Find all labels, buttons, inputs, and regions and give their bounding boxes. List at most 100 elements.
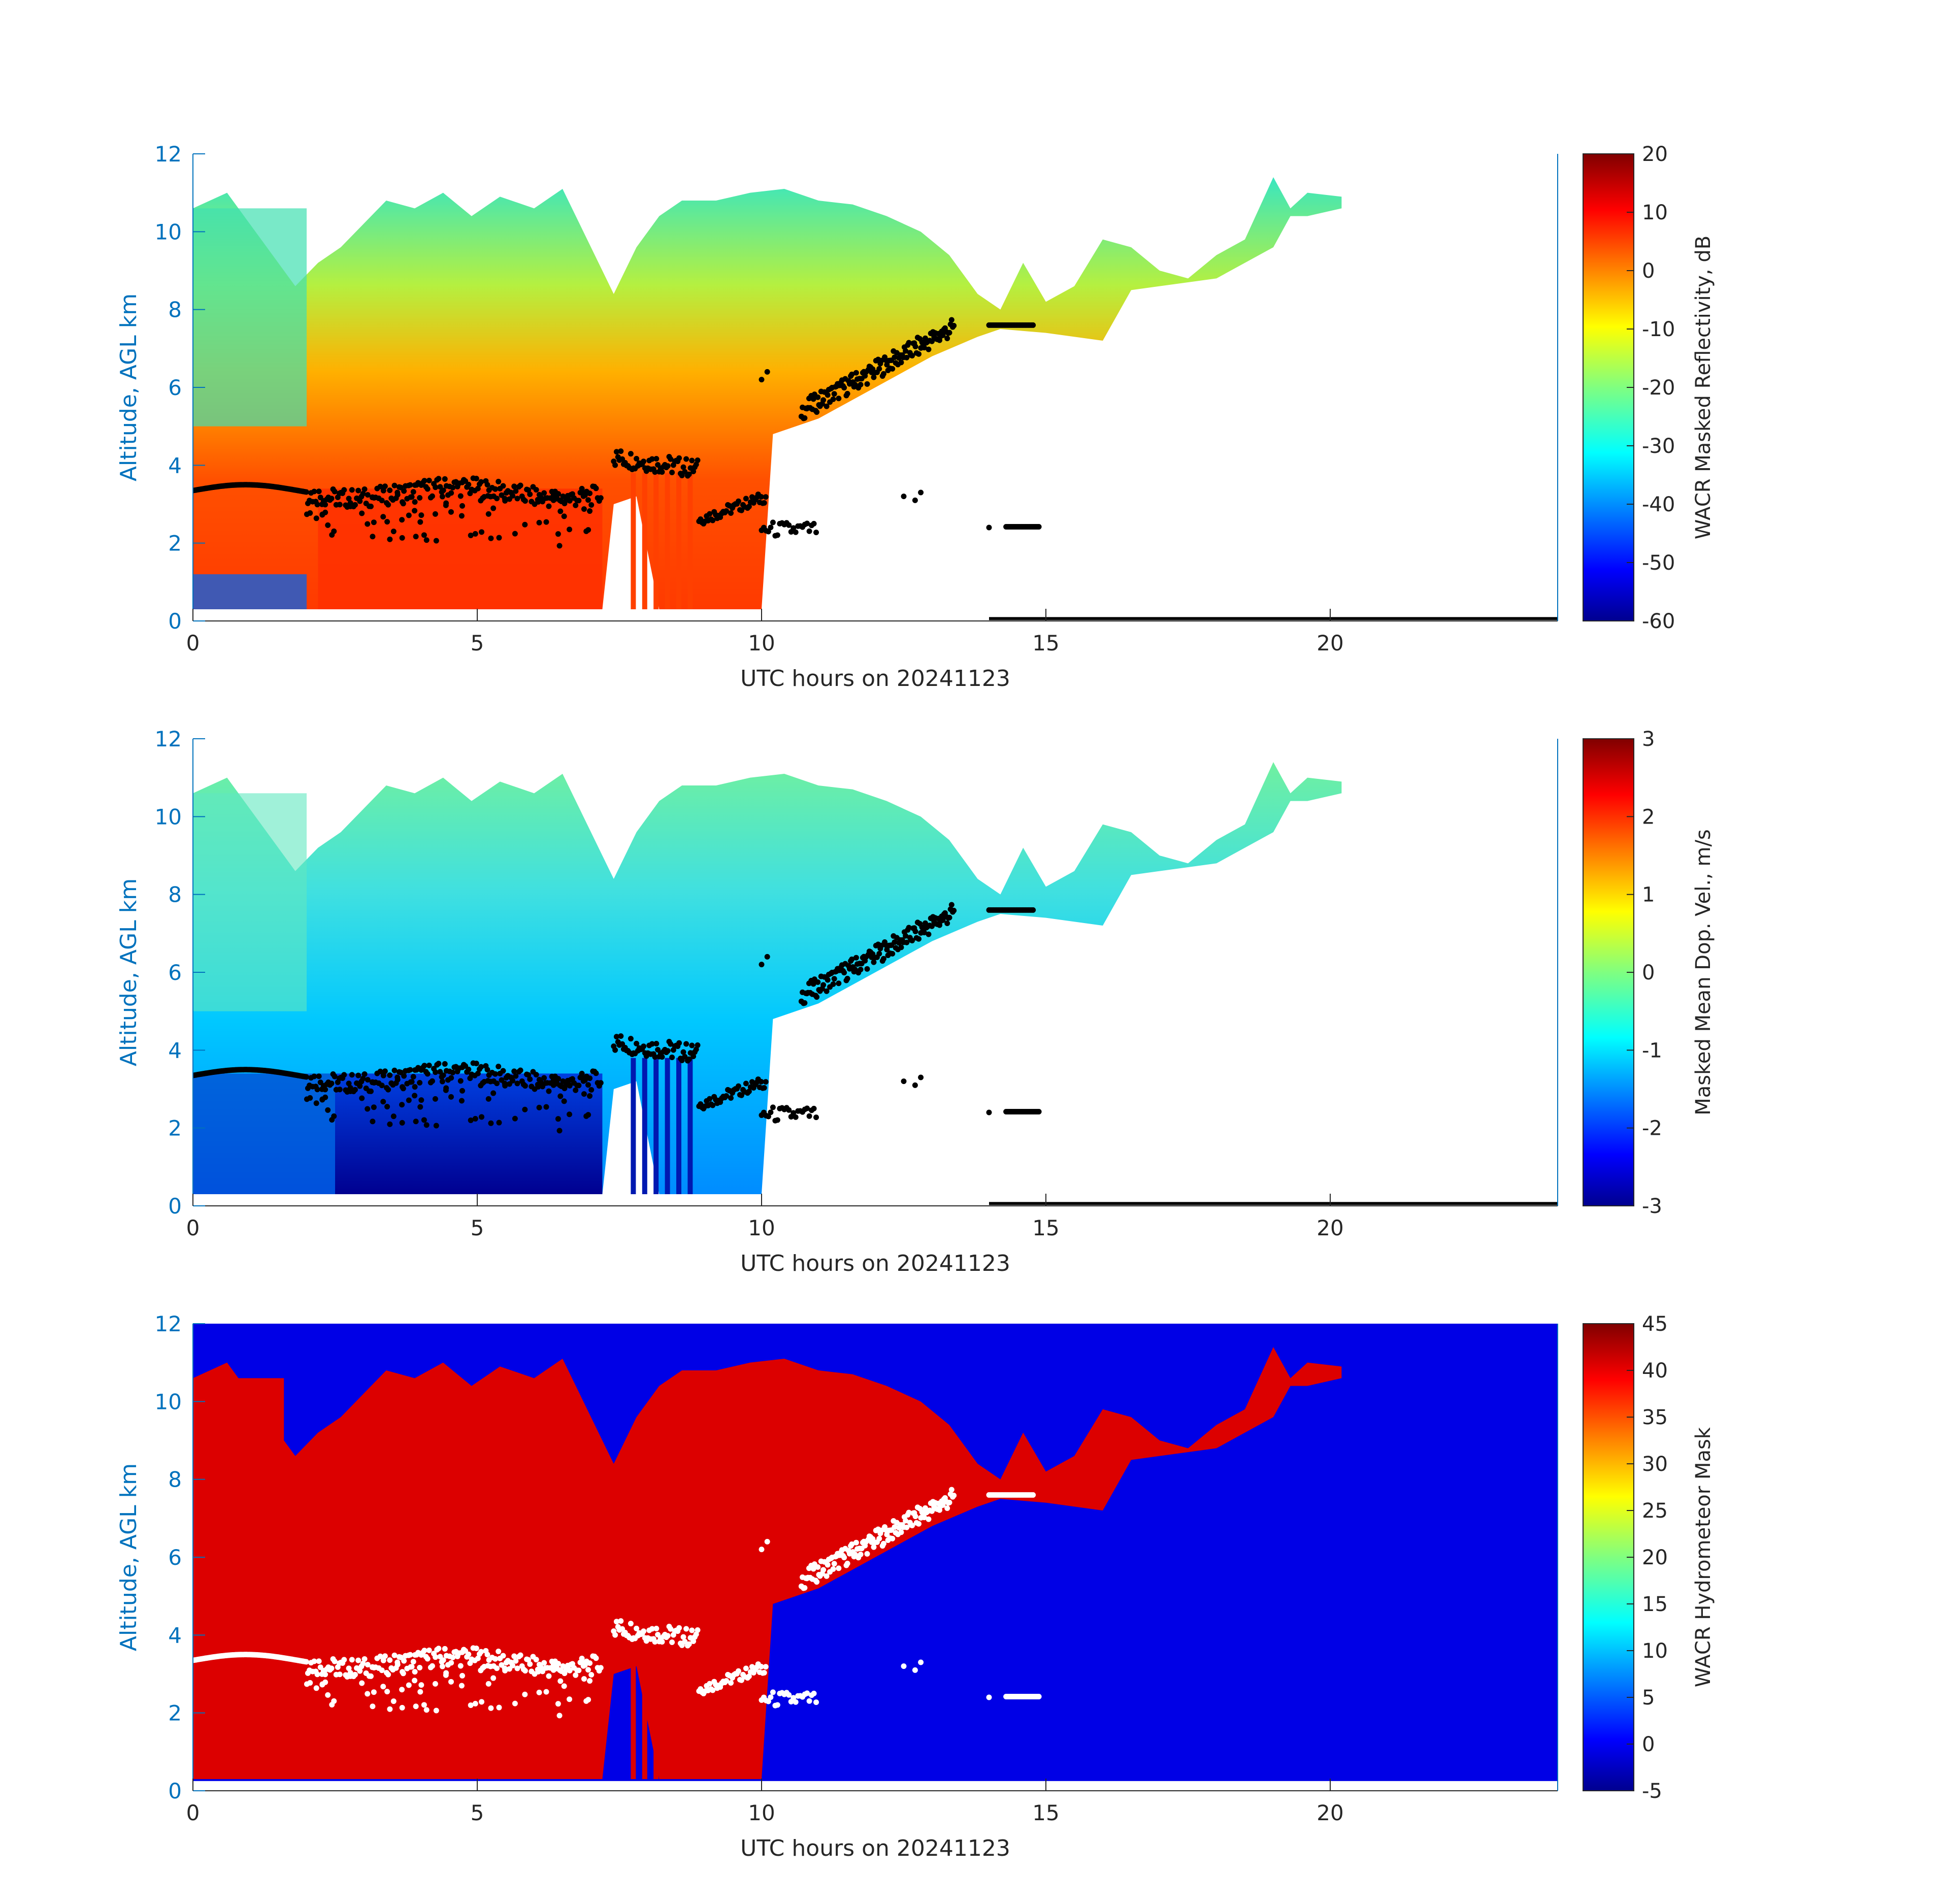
colorbar-label: WACR Masked Reflectivity, dB (1692, 236, 1715, 539)
cloud-base-point (849, 371, 855, 377)
cloud-base-point (485, 1078, 491, 1084)
cloud-base-point (810, 1566, 816, 1572)
cloud-base-point (844, 1560, 850, 1566)
cloud-base-point (450, 1654, 456, 1660)
rain-shaft (665, 1058, 670, 1194)
cloud-base-point (556, 543, 563, 549)
cloud-base-point (311, 1073, 317, 1079)
cloud-base-point (475, 485, 481, 491)
cloud-base-point (763, 494, 769, 500)
cloud-base-point (352, 1671, 358, 1678)
cloud-base-point (916, 1521, 922, 1527)
cloud-base-point (841, 385, 847, 391)
cloud-base-point (494, 1080, 500, 1087)
cloud-base-point (682, 1054, 688, 1060)
cloud-base-point (567, 1082, 573, 1089)
hydrometeor-region-left (193, 1378, 284, 1779)
cloud-base-point (543, 1104, 549, 1110)
cloud-base-point (804, 520, 810, 527)
cloud-base-point (804, 1690, 810, 1696)
colorbar-tick-label: 15 (1642, 1593, 1668, 1616)
cloud-base-point (328, 1080, 335, 1087)
cloud-base-point (322, 1671, 328, 1678)
cloud-base-point (472, 1700, 478, 1706)
cloud-base-point (864, 381, 870, 387)
cloud-base-point (349, 1072, 355, 1078)
cloud-base-point (836, 1565, 842, 1571)
cloud-base-point (421, 1117, 427, 1123)
y-tick-label: 6 (168, 960, 182, 985)
cloud-base-point (820, 397, 827, 403)
cloud-base-point (811, 520, 817, 527)
cloud-base-point (426, 1647, 432, 1653)
cloud-base-point (485, 1663, 491, 1669)
cloud-base-point (410, 1074, 416, 1080)
cloud-base-point (371, 519, 377, 526)
cloud-base-point (536, 1104, 542, 1110)
cloud-base-point (909, 1523, 915, 1529)
cloud-base-point (432, 511, 438, 517)
data-field (193, 762, 1558, 1205)
cloud-base-point (355, 1657, 361, 1663)
cloud-base-point (758, 494, 764, 500)
cloud-base-point (562, 1084, 568, 1090)
cloud-base-point (369, 1664, 375, 1670)
cloud-base-point (496, 1064, 502, 1070)
cloud-base-point (466, 1066, 472, 1072)
cloud-base-point (510, 493, 516, 499)
cloud-base-point (406, 512, 412, 518)
cloud-base-point (765, 529, 771, 535)
cloud-base-point (450, 1069, 456, 1075)
cloud-base-point (379, 1082, 385, 1089)
y-axis-label: Altitude, AGL km (116, 878, 142, 1066)
cloud-base-point (764, 954, 770, 960)
cloud-base-point (944, 1505, 950, 1512)
cloud-base-point (555, 1076, 562, 1082)
colorbar-tick-label: -1 (1642, 1039, 1662, 1062)
cloud-base-point (413, 534, 419, 540)
cloud-base-point (433, 1654, 439, 1660)
cloud-base-point (357, 1668, 363, 1674)
cloud-base-point (853, 955, 859, 961)
cloud-base-point (844, 390, 850, 397)
colorbar-label: WACR Hydrometeor Mask (1692, 1427, 1715, 1687)
cloud-base-point (496, 535, 502, 541)
cloud-base-point (313, 1685, 319, 1691)
cloud-base-point (307, 510, 313, 516)
cloud-base-point (370, 1703, 376, 1710)
cloud-base-point (555, 1701, 561, 1707)
precipitation-velocity (335, 1073, 603, 1194)
y-tick-label: 4 (168, 453, 182, 478)
cloud-base-point (831, 391, 837, 397)
cloud-base-point (804, 1105, 810, 1111)
cloud-base-point (314, 502, 320, 508)
rain-shaft (642, 1058, 647, 1194)
cloud-base-point (585, 1082, 591, 1088)
cloud-base-point (535, 1084, 541, 1090)
cloud-base-point (517, 482, 523, 488)
colorbar-tick-label: 3 (1642, 728, 1655, 751)
x-axis-label: UTC hours on 20241123 (740, 1251, 1010, 1276)
cloud-base-point (448, 1075, 454, 1081)
cloud-base-point (448, 1094, 454, 1100)
rain-shaft (631, 473, 636, 609)
cloud-base-point (485, 493, 491, 499)
cloud-base-point (429, 1078, 435, 1084)
cloud-base-point (585, 1112, 591, 1118)
x-tick-label: 20 (1316, 631, 1343, 655)
cloud-base-point (412, 508, 418, 514)
cloud-base-point (421, 1648, 427, 1654)
cloud-base-point (618, 1618, 624, 1624)
cloud-base-point (496, 479, 502, 485)
cloud-base-point (806, 528, 812, 534)
cloud-base-point (830, 1566, 836, 1572)
cloud-base-point (450, 484, 456, 490)
cloud-base-point (587, 1660, 593, 1666)
x-tick-label: 10 (748, 631, 775, 655)
cloud-base-point (1030, 1492, 1036, 1498)
cloud-base-point (587, 1678, 593, 1684)
cloud-base-point (418, 512, 424, 518)
cloud-base-point (906, 1509, 912, 1516)
cloud-base-point (743, 1665, 749, 1671)
colorbar-tick-label: -3 (1642, 1195, 1662, 1218)
